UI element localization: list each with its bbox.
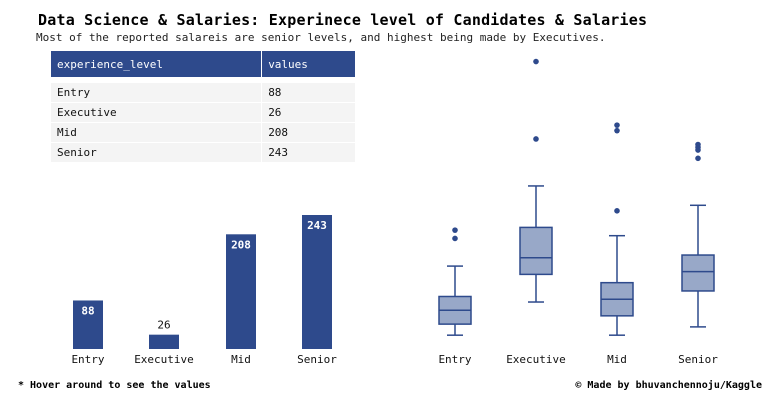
table-spacer bbox=[51, 77, 356, 83]
box-outlier-point bbox=[452, 235, 458, 242]
box-x-tick-label: Senior bbox=[678, 353, 718, 366]
box-x-tick-label: Entry bbox=[438, 353, 471, 366]
table-row: Mid 208 bbox=[51, 122, 356, 143]
box-iqr bbox=[681, 254, 715, 292]
table-row: Entry 88 bbox=[51, 82, 356, 103]
table-cell-level: Executive bbox=[51, 102, 263, 123]
table-cell-value: 243 bbox=[261, 142, 356, 163]
table-cell-value: 88 bbox=[261, 82, 356, 103]
bar-x-tick-label: Mid bbox=[231, 353, 251, 366]
box-outlier-point bbox=[452, 227, 458, 233]
box-outlier-point bbox=[614, 208, 620, 214]
box-outlier-point bbox=[614, 127, 620, 134]
bar-entry bbox=[73, 300, 103, 349]
bar-data-label: 26 bbox=[157, 319, 170, 332]
box-iqr bbox=[519, 226, 553, 276]
table-cell-value: 26 bbox=[261, 102, 356, 123]
box-x-tick-label: Mid bbox=[607, 353, 627, 366]
chart-subtitle: Most of the reported salareis are senior… bbox=[36, 31, 606, 44]
table-cell-value: 208 bbox=[261, 122, 356, 143]
bar-x-tick-label: Entry bbox=[71, 353, 104, 366]
summary-table: experience_level values Entry 88 Executi… bbox=[51, 51, 356, 163]
table-header-experience-level: experience_level bbox=[51, 51, 263, 77]
table-cell-level: Entry bbox=[51, 82, 263, 103]
bar-x-tick-label: Executive bbox=[134, 353, 194, 366]
table-header-values: values bbox=[261, 51, 356, 77]
footer-hover-note: * Hover around to see the values bbox=[18, 380, 211, 391]
chart-title: Data Science & Salaries: Experinece leve… bbox=[38, 11, 648, 29]
table-cell-level: Senior bbox=[51, 142, 263, 163]
table-header-row: experience_level values bbox=[51, 51, 356, 77]
box-outlier-point bbox=[695, 155, 701, 162]
bar-senior bbox=[302, 215, 332, 349]
bar-data-label: 208 bbox=[231, 238, 251, 251]
bar-data-label: 243 bbox=[307, 219, 327, 232]
box-outlier-point bbox=[614, 122, 620, 128]
bar-mid bbox=[226, 234, 256, 349]
bar-x-tick-label: Senior bbox=[297, 353, 337, 366]
table-cell-level: Mid bbox=[51, 122, 263, 143]
bar-data-label: 88 bbox=[81, 304, 94, 317]
box-x-tick-label: Executive bbox=[506, 353, 566, 366]
table-row: Executive 26 bbox=[51, 102, 356, 123]
box-outlier-point bbox=[533, 58, 539, 65]
bar-executive bbox=[149, 334, 179, 349]
box-outlier-point bbox=[695, 141, 701, 148]
table-row: Senior 243 bbox=[51, 142, 356, 163]
footer-credit: © Made by bhuvanchennoju/Kaggle bbox=[575, 380, 762, 391]
box-outlier-point bbox=[533, 136, 539, 142]
